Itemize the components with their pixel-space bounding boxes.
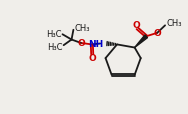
- Text: H₃C: H₃C: [47, 42, 63, 51]
- Polygon shape: [135, 36, 148, 48]
- Text: NH: NH: [88, 39, 103, 48]
- Text: O: O: [132, 21, 140, 30]
- Text: O: O: [153, 29, 161, 38]
- Text: H₃C: H₃C: [46, 30, 62, 39]
- Text: O: O: [77, 39, 85, 48]
- Text: O: O: [88, 53, 96, 62]
- Text: CH₃: CH₃: [74, 23, 90, 32]
- Text: CH₃: CH₃: [166, 19, 182, 28]
